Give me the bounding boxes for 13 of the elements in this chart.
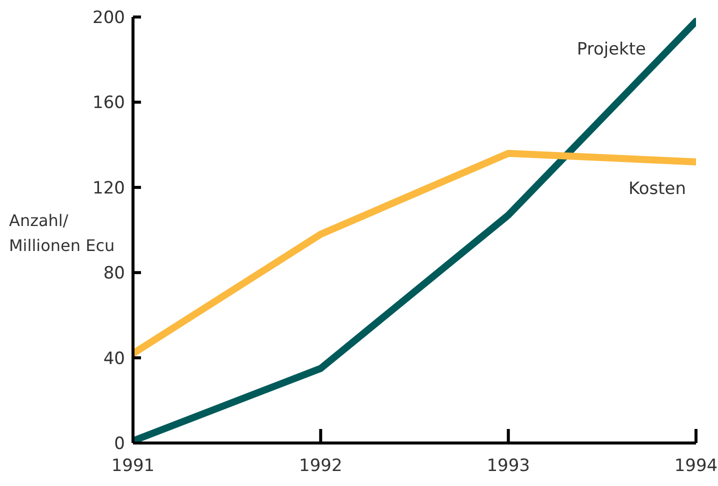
y-tick-label: 120 (92, 178, 125, 198)
y-tick-label: 80 (103, 264, 125, 284)
y-tick-label: 40 (103, 348, 125, 369)
y-tick-label: 0 (114, 434, 125, 454)
y-tick-label: 160 (92, 93, 125, 114)
x-tick-label: 1991 (111, 456, 155, 476)
x-tick-label: 1992 (299, 456, 342, 476)
series-label: Projekte (576, 39, 646, 60)
x-tick-label: 1994 (674, 456, 718, 476)
x-tick-label: 1993 (486, 456, 530, 476)
y-axis-title: Anzahl/ Millionen Ecu (9, 210, 115, 257)
series-label: Kosten (628, 178, 686, 199)
y-tick-label: 200 (92, 8, 125, 28)
